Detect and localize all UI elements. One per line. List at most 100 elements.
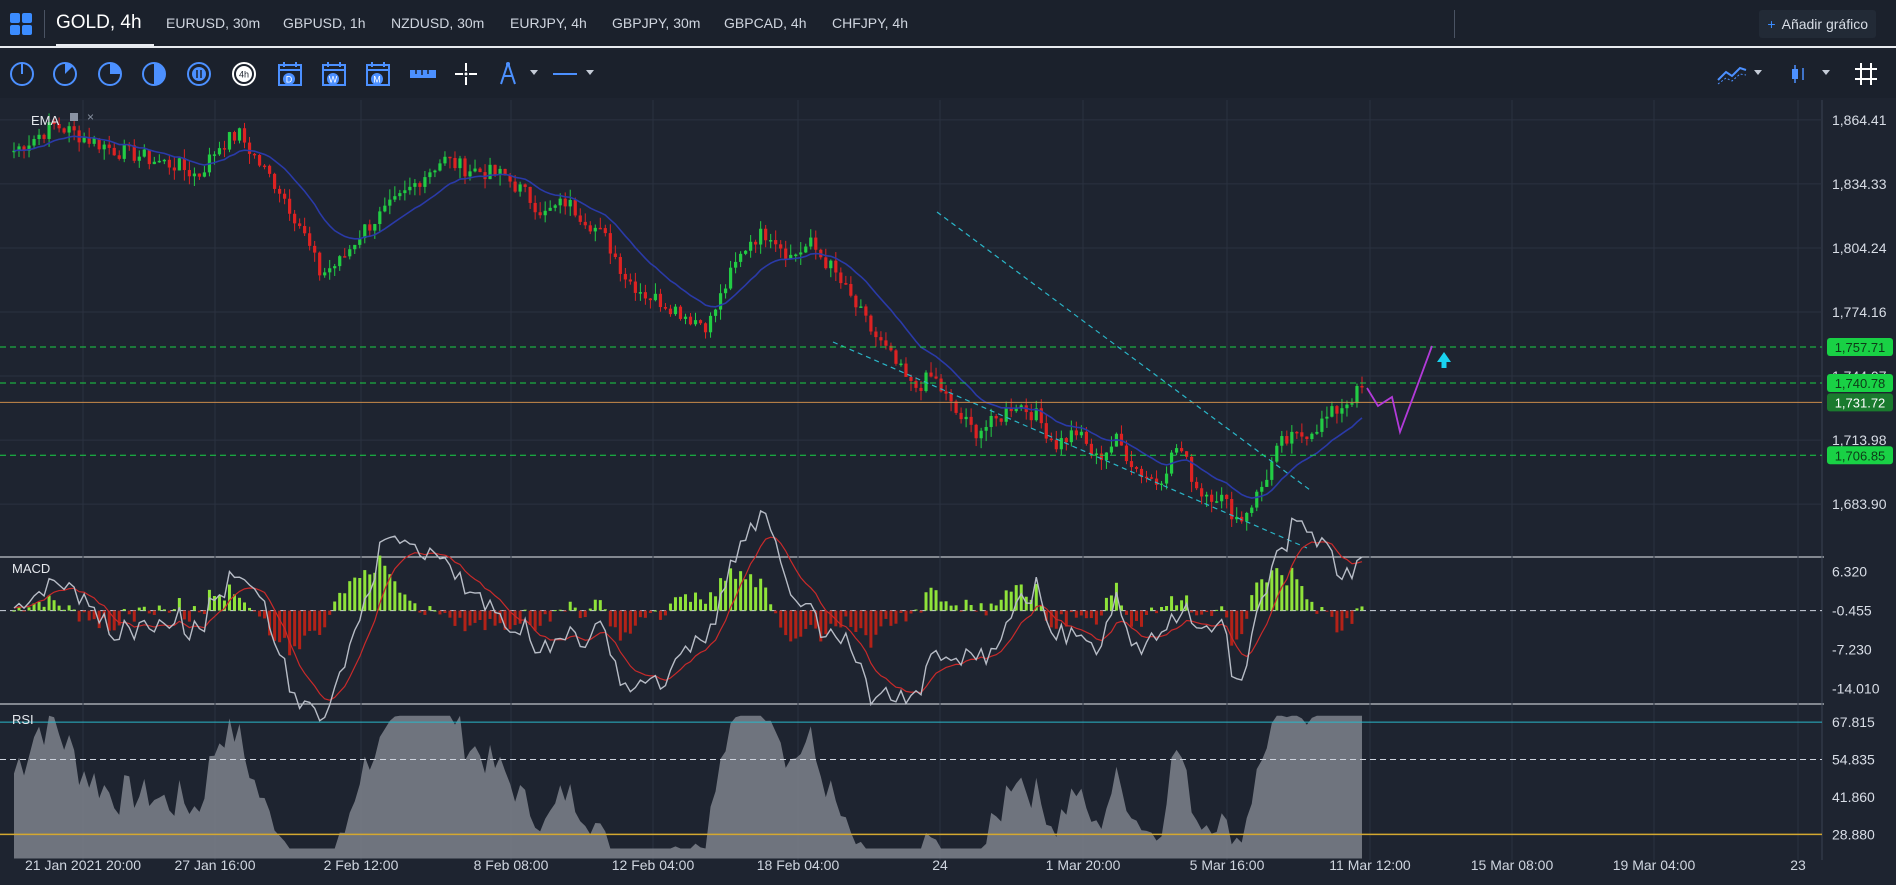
add-chart-button[interactable]: + Añadir gráfico (1759, 10, 1876, 38)
crosshair-icon[interactable] (452, 60, 480, 88)
macd-histogram-bar (899, 610, 903, 613)
calendar-week-icon[interactable]: W (320, 60, 348, 88)
candle-body (553, 205, 557, 208)
line-tool-icon[interactable] (550, 60, 580, 88)
tab-gbpcad-4h[interactable]: GBPCAD, 4h (724, 15, 807, 31)
price-level-badge: 1,731.72 (1827, 393, 1893, 412)
candle-body (488, 164, 492, 180)
candle-body (478, 168, 482, 173)
candle-body (503, 168, 507, 176)
candle-body (1094, 453, 1098, 455)
candle-body (267, 165, 272, 174)
candle-body (1265, 479, 1269, 487)
macd-histogram-bar (618, 610, 622, 641)
macd-histogram-bar (794, 610, 798, 639)
tab-gbpusd-1h[interactable]: GBPUSD, 1h (283, 15, 366, 31)
macd-histogram-bar (734, 578, 738, 611)
pie-quarter-icon[interactable] (8, 60, 36, 88)
tab-gbpjpy-30m[interactable]: GBPJPY, 30m (612, 15, 701, 31)
candle-body (623, 273, 627, 280)
tab-nzdusd-30m[interactable]: NZDUSD, 30m (391, 15, 485, 31)
candle-body (293, 213, 297, 224)
tab-gold-4h[interactable]: GOLD, 4h (56, 0, 154, 47)
macd-histogram-bar (844, 610, 848, 617)
candle-body (974, 424, 978, 439)
macd-histogram-bar (683, 594, 687, 611)
timeframe-4h-icon[interactable]: 4h (230, 60, 258, 88)
candle-body (914, 380, 918, 388)
grid-toggle-icon[interactable] (1852, 60, 1880, 88)
candle-type-icon[interactable] (1784, 60, 1812, 88)
chevron-down-icon[interactable] (1754, 70, 1762, 75)
candle-body (979, 430, 983, 439)
candle-body (12, 150, 16, 153)
calendar-month-icon[interactable]: M (364, 60, 392, 88)
macd-histogram-bar (804, 610, 808, 629)
macd-histogram-bar (343, 593, 347, 611)
macd-histogram-bar (663, 610, 667, 616)
tab-chfjpy-4h[interactable]: CHFJPY, 4h (832, 15, 908, 31)
candle-body (889, 345, 893, 351)
macd-histogram-bar (603, 609, 607, 611)
macd-histogram-bar (1205, 610, 1209, 613)
candle-body (663, 307, 668, 309)
chevron-down-icon[interactable] (530, 70, 538, 75)
indicator-icon[interactable] (1716, 60, 1748, 88)
macd-histogram-bar (714, 596, 718, 611)
tab-eurusd-30m[interactable]: EURUSD, 30m (166, 15, 261, 31)
candle-body (182, 158, 186, 171)
macd-histogram-bar (117, 610, 121, 626)
macd-histogram-bar (979, 603, 983, 611)
pie-eighth-icon[interactable] (51, 60, 79, 88)
rsi-tick-label: 67.815 (1832, 714, 1875, 730)
candle-body (1059, 438, 1063, 450)
macd-histogram-bar (463, 610, 467, 632)
layout-grid-icon[interactable] (10, 13, 32, 35)
tab-eurjpy-4h[interactable]: EURJPY, 4h (510, 15, 587, 31)
candle-body (318, 252, 322, 276)
chart-tabs-bar: GOLD, 4h EURUSD, 30m GBPUSD, 1h NZDUSD, … (0, 0, 1896, 48)
candle-body (42, 134, 46, 139)
plus-icon: + (1767, 16, 1776, 32)
candle-body (378, 211, 382, 225)
candle-body (754, 241, 758, 245)
candle-body (658, 293, 663, 308)
macd-histogram-bar (959, 610, 963, 612)
candle-body (989, 416, 993, 428)
candle-body (1350, 403, 1354, 405)
macd-histogram-bar (87, 610, 91, 621)
macd-histogram-bar (643, 610, 647, 618)
candle-body (1195, 481, 1199, 489)
x-axis-label: 24 (932, 857, 948, 873)
drawing-pen-icon[interactable] (494, 60, 522, 88)
candle-body (999, 418, 1003, 422)
macd-histogram-bar (694, 592, 698, 611)
macd-histogram-bar (413, 603, 417, 611)
pie-hourly-icon[interactable] (185, 60, 213, 88)
macd-histogram-bar (709, 592, 713, 611)
candle-body (97, 138, 101, 150)
candle-body (107, 144, 111, 148)
candle-body (523, 184, 527, 187)
chevron-down-icon[interactable] (1822, 70, 1830, 75)
macd-histogram-bar (1029, 599, 1033, 611)
candle-body (1205, 494, 1209, 497)
price-chart[interactable]: 21 Jan 2021 20:00 27 Jan 16:00 2 Feb 12:00… (0, 100, 1896, 885)
calendar-day-icon[interactable]: D (276, 60, 304, 88)
macd-histogram-bar (433, 610, 437, 612)
candle-body (277, 188, 282, 194)
ruler-icon[interactable] (408, 60, 438, 88)
chevron-down-icon[interactable] (586, 70, 594, 75)
pie-half-icon[interactable] (140, 60, 168, 88)
candle-body (463, 158, 467, 177)
pie-threequarter-icon[interactable] (96, 60, 124, 88)
candle-body (403, 190, 407, 194)
candle-body (423, 177, 427, 187)
x-axis-label: 21 Jan 2021 20:00 (25, 857, 141, 873)
candle-body (814, 237, 818, 250)
macd-histogram-bar (939, 601, 943, 611)
ema-indicator-label: EMA (31, 113, 60, 128)
candle-body (1275, 445, 1279, 462)
macd-histogram-bar (1230, 610, 1234, 646)
macd-histogram-bar (378, 555, 382, 611)
